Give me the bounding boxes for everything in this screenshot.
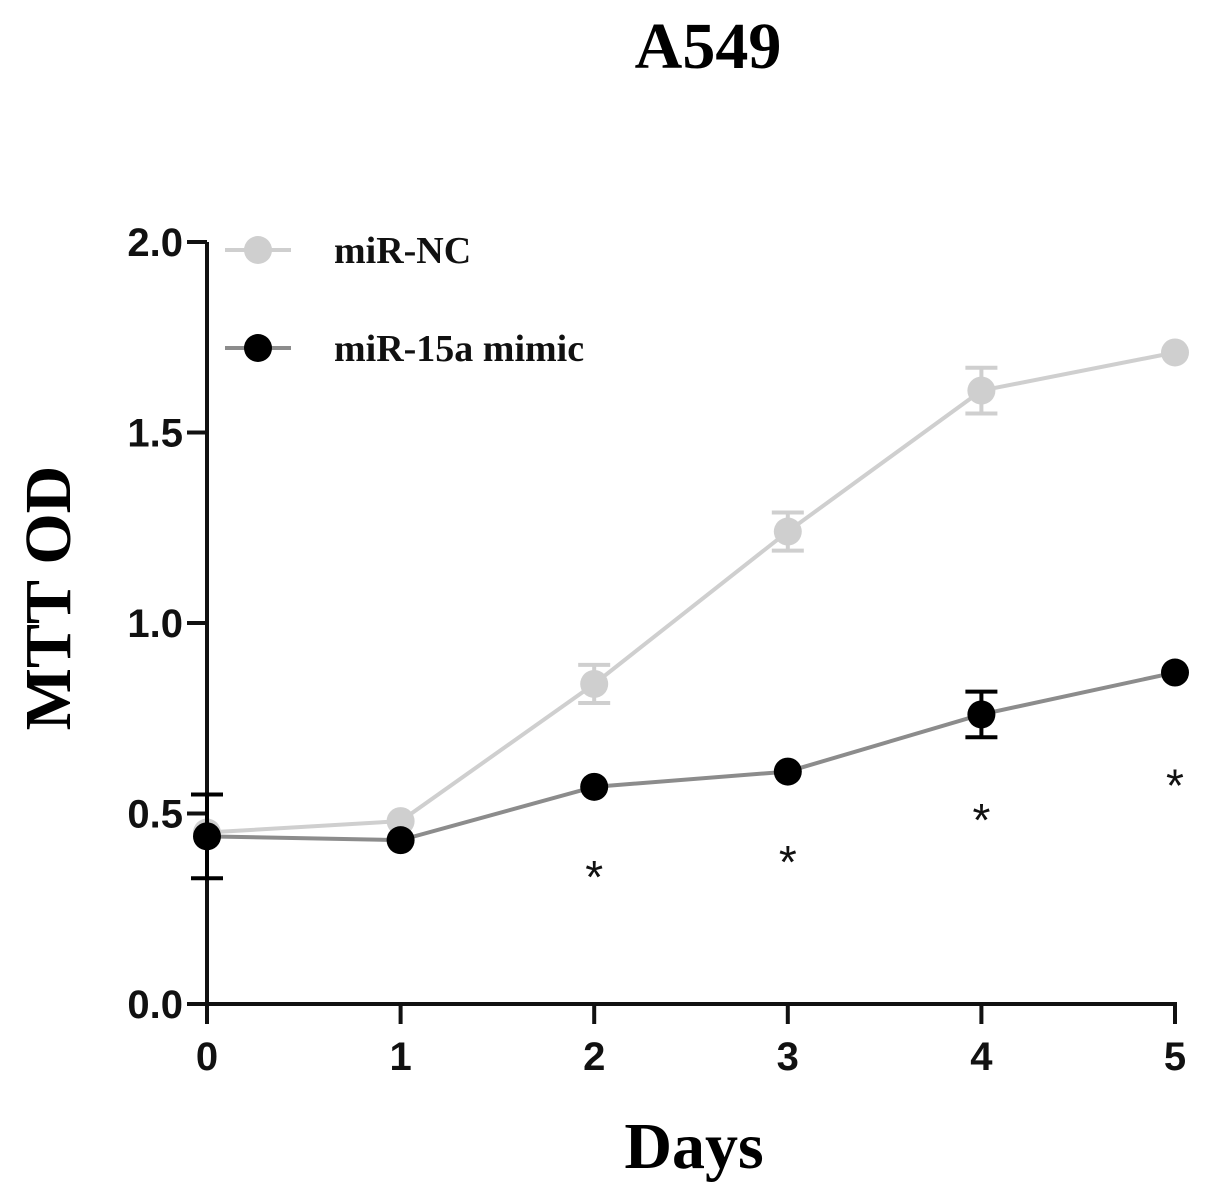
- data-point: [193, 822, 221, 851]
- data-point: [1161, 338, 1189, 367]
- y-tick-label: 2.0: [127, 221, 183, 265]
- series-line: [206, 670, 1176, 843]
- data-point: [386, 826, 415, 855]
- axes: 0.0 0.5 1.0 1.5 2.0 0 1 2 3 4 5: [127, 221, 1186, 1079]
- series-line: [206, 350, 1176, 835]
- y-tick-label: 0.0: [127, 983, 183, 1027]
- data-point: [580, 669, 609, 698]
- chart-title: A549: [635, 10, 782, 83]
- y-tick-label: 1.5: [127, 412, 183, 456]
- data-point: [773, 757, 802, 786]
- x-tick-label: 3: [777, 1035, 799, 1079]
- x-tick-label: 4: [970, 1035, 993, 1079]
- data-point: [1161, 658, 1189, 687]
- significance-star: *: [972, 794, 990, 846]
- x-tick-label: 2: [583, 1035, 605, 1079]
- data-point: [967, 700, 996, 729]
- significance-star: *: [1166, 760, 1184, 812]
- x-tick-label: 1: [389, 1035, 411, 1079]
- data-point: [580, 772, 609, 801]
- legend-label: miR-15a mimic: [334, 328, 584, 370]
- x-tick-label: 5: [1164, 1035, 1186, 1079]
- annotations: * * * *: [585, 760, 1184, 903]
- series-mir-15a-mimic: [191, 658, 1189, 881]
- significance-star: *: [585, 851, 603, 903]
- y-axis-label: MTT OD: [12, 466, 85, 731]
- plot-series: [191, 338, 1189, 881]
- legend-label: miR-NC: [334, 230, 471, 272]
- data-point: [773, 517, 802, 546]
- legend-marker: [244, 236, 272, 264]
- legend: miR-NC miR-15a mimic: [225, 230, 584, 370]
- x-tick-label: 0: [196, 1035, 218, 1079]
- y-tick-label: 1.0: [127, 602, 183, 646]
- significance-star: *: [779, 836, 797, 888]
- series-mir-nc: [193, 338, 1189, 847]
- y-tick-label: 0.5: [127, 793, 183, 837]
- x-axis-label: Days: [624, 1110, 763, 1183]
- legend-marker: [244, 334, 272, 362]
- data-point: [967, 376, 996, 405]
